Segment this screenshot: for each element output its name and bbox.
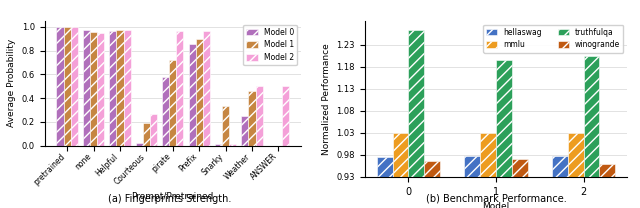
Legend: hellaswag, mmlu, truthfulqa, winogrande: hellaswag, mmlu, truthfulqa, winogrande xyxy=(483,25,623,53)
Bar xyxy=(568,133,584,208)
Bar xyxy=(229,144,236,146)
Bar xyxy=(196,39,203,146)
Text: (a) Fingerprints Strength.: (a) Fingerprints Strength. xyxy=(108,194,231,204)
Bar xyxy=(150,114,157,146)
Bar xyxy=(282,86,289,146)
Bar xyxy=(600,165,615,208)
Legend: Model 0, Model 1, Model 2: Model 0, Model 1, Model 2 xyxy=(243,25,297,65)
Bar xyxy=(248,91,255,146)
X-axis label: Prompt/Pretrained: Prompt/Pretrained xyxy=(132,192,214,201)
Bar xyxy=(136,143,143,146)
Bar xyxy=(169,60,177,146)
Bar xyxy=(584,56,600,208)
Bar xyxy=(424,161,440,208)
Bar xyxy=(109,31,116,146)
Bar xyxy=(70,27,78,146)
Bar xyxy=(189,44,196,146)
Y-axis label: Average Probability: Average Probability xyxy=(7,39,16,127)
Bar xyxy=(162,77,169,146)
Y-axis label: Normalized Performance: Normalized Performance xyxy=(322,43,331,155)
Bar xyxy=(124,30,131,146)
Bar xyxy=(377,157,392,208)
Bar xyxy=(83,30,90,146)
Bar xyxy=(222,106,229,146)
Bar xyxy=(116,30,124,146)
Bar xyxy=(241,116,248,146)
Bar xyxy=(552,156,568,208)
Bar xyxy=(56,27,63,146)
Bar xyxy=(177,31,184,146)
Bar xyxy=(480,133,496,208)
Bar xyxy=(392,133,408,208)
Bar xyxy=(90,32,97,146)
Bar xyxy=(255,86,263,146)
Bar xyxy=(465,156,480,208)
Text: (b) Benchmark Performance.: (b) Benchmark Performance. xyxy=(426,194,566,204)
Bar xyxy=(215,144,222,146)
Bar xyxy=(512,159,527,208)
Bar xyxy=(496,60,512,208)
Bar xyxy=(63,27,70,146)
Bar xyxy=(97,33,104,146)
X-axis label: Model: Model xyxy=(483,202,509,208)
Bar xyxy=(203,31,210,146)
Bar xyxy=(143,123,150,146)
Bar xyxy=(408,30,424,208)
